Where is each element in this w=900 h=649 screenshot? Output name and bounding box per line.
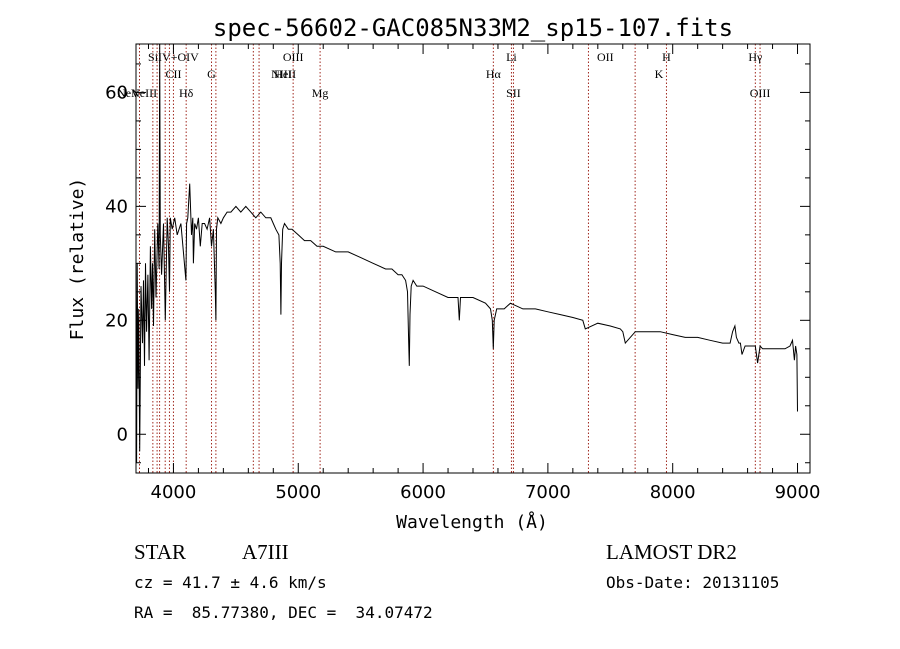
chart-title: spec-56602-GAC085N33M2_sp15-107.fits [213, 14, 733, 42]
redshift-value: cz = 41.7 ± 4.6 km/s [134, 573, 327, 592]
x-tick-label: 9000 [775, 482, 821, 503]
y-tick-label: 40 [105, 196, 128, 217]
x-tick-label: 7000 [525, 482, 571, 503]
spectrum-line [135, 43, 798, 463]
x-axis-label: Wavelength (Å) [396, 511, 548, 533]
line-label: H [662, 50, 671, 64]
y-tick-label: 60 [105, 82, 128, 103]
line-label: K [655, 67, 664, 81]
line-label: HeII [274, 67, 296, 81]
line-label: SiIV+OIV [148, 50, 199, 64]
line-label: NeV [117, 86, 140, 100]
line-label: Hα [486, 67, 502, 81]
line-label: OIII [750, 86, 771, 100]
line-label: NIII [271, 67, 292, 81]
line-label: SII [506, 86, 521, 100]
x-tick-label: 5000 [275, 482, 321, 503]
line-label: Hδ [179, 86, 194, 100]
survey-name: LAMOST DR2 [606, 540, 737, 564]
line-label: OII [597, 50, 614, 64]
emission-line-markers [138, 44, 761, 473]
line-label: NeIII [131, 86, 157, 100]
line-label: G [207, 67, 216, 81]
observation-date: Obs-Date: 20131105 [606, 573, 780, 592]
x-tick-label: 8000 [650, 482, 696, 503]
x-tick-label: 6000 [400, 482, 446, 503]
x-tick-label: 4000 [151, 482, 197, 503]
line-label: Li [506, 50, 517, 64]
y-axis-ticks: 0 20 40 60 [105, 63, 810, 464]
y-axis-label: Flux (relative) [67, 178, 88, 341]
object-class: STAR [134, 540, 186, 564]
x-axis-ticks: 4000 5000 6000 7000 8000 9000 [147, 44, 821, 503]
line-label: Hγ [748, 50, 763, 64]
object-subclass: A7III [242, 540, 289, 564]
line-label: OIII [283, 50, 304, 64]
line-label: Mg [312, 86, 329, 100]
y-tick-label: 0 [117, 424, 128, 445]
line-label: CII [165, 67, 181, 81]
y-tick-label: 20 [105, 310, 128, 331]
coordinates: RA = 85.77380, DEC = 34.07472 [134, 603, 433, 622]
plot-frame [135, 43, 811, 474]
